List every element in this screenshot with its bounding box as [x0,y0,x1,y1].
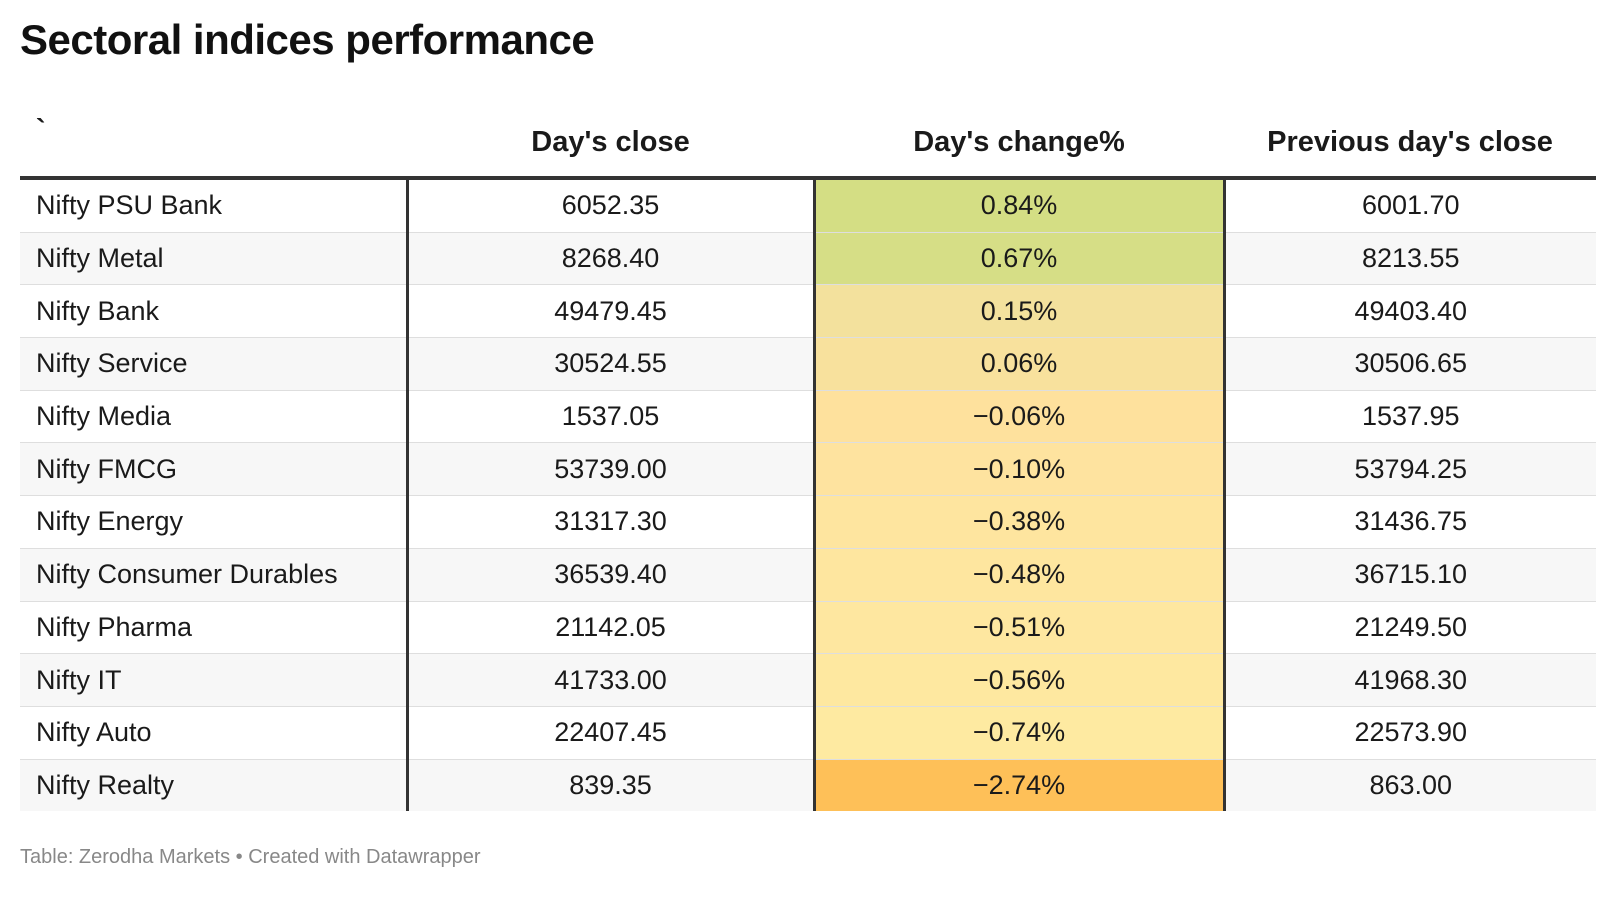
previous-close-cell: 41968.30 [1224,653,1596,707]
table-row: Nifty PSU Bank 6052.35 0.84% 6001.70 [20,178,1596,233]
days-close-cell: 49479.45 [407,284,816,339]
days-close-cell: 31317.30 [407,495,816,549]
days-close-cell: 30524.55 [407,337,816,391]
days-change-cell: 0.84% [814,178,1226,233]
sector-table: ` Day's close Day's change% Previous day… [20,108,1596,812]
sector-name-cell: Nifty Pharma [20,601,409,655]
days-change-cell: −0.51% [814,601,1226,655]
table-row: Nifty Pharma 21142.05 −0.51% 21249.50 [20,601,1596,655]
table-row: Nifty Metal 8268.40 0.67% 8213.55 [20,232,1596,286]
table-row: Nifty FMCG 53739.00 −0.10% 53794.25 [20,442,1596,497]
days-close-cell: 6052.35 [407,178,816,233]
days-close-cell: 8268.40 [407,232,816,286]
days-close-cell: 839.35 [407,759,816,812]
days-change-cell: −0.06% [814,390,1226,444]
table-row: Nifty IT 41733.00 −0.56% 41968.30 [20,653,1596,707]
table-row: Nifty Service 30524.55 0.06% 30506.65 [20,337,1596,391]
sector-name-cell: Nifty Consumer Durables [20,548,409,602]
previous-close-cell: 1537.95 [1224,390,1596,444]
days-change-cell: −0.10% [814,442,1226,497]
sector-name-cell: Nifty Energy [20,495,409,549]
previous-close-cell: 31436.75 [1224,495,1596,549]
days-close-cell: 1537.05 [407,390,816,444]
previous-close-cell: 6001.70 [1224,178,1596,233]
days-close-cell: 41733.00 [407,653,816,707]
previous-close-cell: 863.00 [1224,759,1596,812]
previous-close-cell: 49403.40 [1224,284,1596,339]
days-close-cell: 22407.45 [407,706,816,760]
footer-credit: Table: Zerodha Markets • Created with Da… [20,846,481,868]
table-body: Nifty PSU Bank 6052.35 0.84% 6001.70 Nifty M… [20,178,1596,812]
previous-close-cell: 22573.90 [1224,706,1596,760]
table-header-row: ` Day's close Day's change% Previous day… [20,108,1596,180]
table-row: Nifty Consumer Durables 36539.40 −0.48% 367… [20,548,1596,602]
sector-name-cell: Nifty FMCG [20,442,409,497]
column-header-days-change: Day's change% [814,108,1224,180]
previous-close-cell: 21249.50 [1224,601,1596,655]
days-change-cell: 0.15% [814,284,1226,339]
days-change-cell: −0.74% [814,706,1226,760]
table-row: Nifty Auto 22407.45 −0.74% 22573.90 [20,706,1596,760]
days-change-cell: 0.06% [814,337,1226,391]
days-close-cell: 21142.05 [407,601,816,655]
sector-name-cell: Nifty Bank [20,284,409,339]
days-close-cell: 53739.00 [407,442,816,497]
sector-name-cell: Nifty Auto [20,706,409,760]
previous-close-cell: 30506.65 [1224,337,1596,391]
days-change-cell: 0.67% [814,232,1226,286]
sector-name-cell: Nifty PSU Bank [20,178,409,233]
sector-name-cell: Nifty Service [20,337,409,391]
sector-name-cell: Nifty Realty [20,759,409,812]
days-change-cell: −0.48% [814,548,1226,602]
sector-name-cell: Nifty IT [20,653,409,707]
previous-close-cell: 8213.55 [1224,232,1596,286]
table-row: Nifty Bank 49479.45 0.15% 49403.40 [20,284,1596,339]
days-change-cell: −0.56% [814,653,1226,707]
chart-title: Sectoral indices performance [20,16,595,63]
days-close-cell: 36539.40 [407,548,816,602]
previous-close-cell: 53794.25 [1224,442,1596,497]
sector-name-cell: Nifty Media [20,390,409,444]
table-row: Nifty Energy 31317.30 −0.38% 31436.75 [20,495,1596,549]
table-row: Nifty Media 1537.05 −0.06% 1537.95 [20,390,1596,444]
column-header-previous-close: Previous day's close [1224,108,1596,180]
days-change-cell: −0.38% [814,495,1226,549]
days-change-cell: −2.74% [814,759,1226,812]
column-header-name: ` [20,108,407,180]
column-header-days-close: Day's close [407,108,814,180]
sector-name-cell: Nifty Metal [20,232,409,286]
previous-close-cell: 36715.10 [1224,548,1596,602]
table-row: Nifty Realty 839.35 −2.74% 863.00 [20,759,1596,812]
